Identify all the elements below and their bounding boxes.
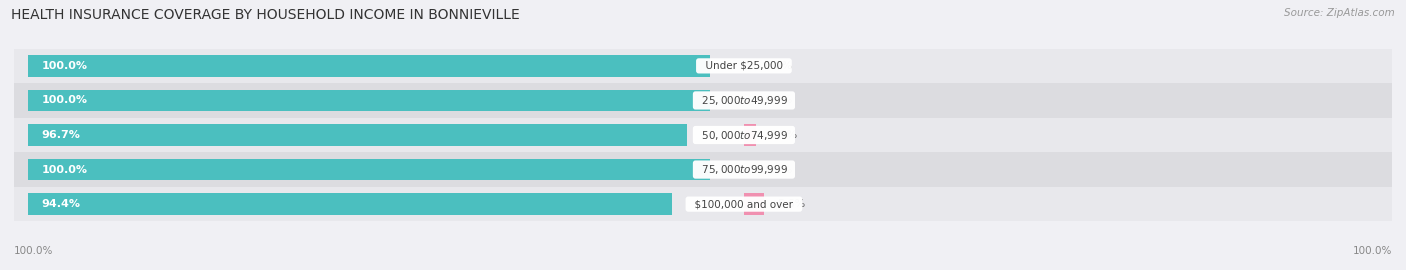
Text: 100.0%: 100.0% — [41, 95, 87, 106]
Text: $100,000 and over: $100,000 and over — [688, 199, 800, 209]
Bar — [28, 55, 710, 77]
Text: $25,000 to $49,999: $25,000 to $49,999 — [696, 94, 793, 107]
Bar — [28, 124, 688, 146]
Text: 96.7%: 96.7% — [41, 130, 80, 140]
Bar — [14, 118, 1392, 152]
Text: 0.0%: 0.0% — [765, 164, 793, 175]
Text: $50,000 to $74,999: $50,000 to $74,999 — [696, 129, 793, 141]
Text: 100.0%: 100.0% — [41, 164, 87, 175]
Text: HEALTH INSURANCE COVERAGE BY HOUSEHOLD INCOME IN BONNIEVILLE: HEALTH INSURANCE COVERAGE BY HOUSEHOLD I… — [11, 8, 520, 22]
Text: 100.0%: 100.0% — [1353, 246, 1392, 256]
Bar — [14, 49, 1392, 83]
Text: 5.6%: 5.6% — [778, 199, 806, 209]
Text: 100.0%: 100.0% — [41, 61, 87, 71]
Bar — [744, 193, 763, 215]
Text: 0.0%: 0.0% — [765, 61, 793, 71]
Bar — [28, 193, 672, 215]
Bar — [14, 83, 1392, 118]
Text: $75,000 to $99,999: $75,000 to $99,999 — [696, 163, 793, 176]
Text: 0.0%: 0.0% — [765, 95, 793, 106]
Bar — [14, 187, 1392, 221]
Text: 100.0%: 100.0% — [14, 246, 53, 256]
Text: Source: ZipAtlas.com: Source: ZipAtlas.com — [1284, 8, 1395, 18]
Text: Under $25,000: Under $25,000 — [699, 61, 789, 71]
Bar — [744, 124, 755, 146]
Bar — [28, 90, 710, 111]
Text: 94.4%: 94.4% — [41, 199, 80, 209]
Bar — [28, 159, 710, 180]
Text: 3.3%: 3.3% — [769, 130, 797, 140]
Bar — [14, 152, 1392, 187]
